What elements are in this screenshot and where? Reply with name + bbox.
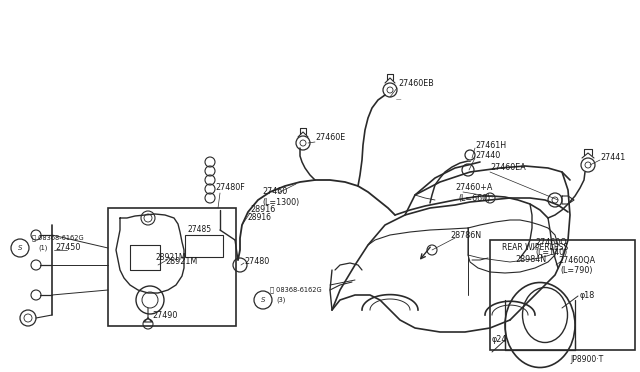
Text: (L=790): (L=790)	[560, 266, 593, 275]
Text: (L=1300): (L=1300)	[262, 198, 300, 206]
Text: 28921M: 28921M	[165, 257, 197, 266]
Text: 28921M: 28921M	[155, 253, 186, 263]
Text: 28916: 28916	[250, 205, 275, 215]
Text: (L=140): (L=140)	[535, 247, 567, 257]
Text: 27480F: 27480F	[215, 183, 244, 192]
Text: 27461H: 27461H	[475, 141, 506, 150]
Text: ⓢ 08368-6162G: ⓢ 08368-6162G	[270, 287, 322, 293]
Text: 27480: 27480	[244, 257, 269, 266]
Text: 27450: 27450	[55, 244, 81, 253]
Text: 27460Q: 27460Q	[535, 237, 566, 247]
Text: φ24: φ24	[492, 336, 508, 344]
Circle shape	[11, 239, 29, 257]
Text: 27460QA: 27460QA	[558, 256, 595, 264]
Text: (1): (1)	[38, 245, 47, 251]
Text: REAR WIPERLESS: REAR WIPERLESS	[502, 244, 568, 253]
Bar	[490, 240, 635, 350]
Text: 28984N: 28984N	[515, 256, 546, 264]
Bar	[185, 235, 223, 257]
Text: 27485: 27485	[188, 225, 212, 234]
Text: S: S	[18, 245, 22, 251]
Text: S: S	[260, 297, 265, 303]
Text: 28786N: 28786N	[450, 231, 481, 240]
Text: (3): (3)	[276, 297, 285, 303]
Text: ⓢ 08368-6162G: ⓢ 08368-6162G	[32, 235, 84, 241]
Text: 27460: 27460	[262, 187, 287, 196]
Text: 27490: 27490	[152, 311, 177, 321]
Text: 27441: 27441	[600, 154, 625, 163]
Text: φ18: φ18	[580, 291, 595, 299]
Text: 27460EB: 27460EB	[398, 78, 434, 87]
Text: JP8900·T: JP8900·T	[570, 356, 604, 365]
Text: 27440: 27440	[475, 151, 500, 160]
Text: 27460+A: 27460+A	[455, 183, 492, 192]
Circle shape	[254, 291, 272, 309]
Text: 27460EA: 27460EA	[490, 164, 525, 173]
Bar	[108, 208, 236, 326]
Text: (L=660): (L=660)	[458, 193, 490, 202]
Text: 27460E: 27460E	[315, 134, 345, 142]
Text: 28916: 28916	[248, 214, 272, 222]
Text: —: —	[396, 97, 401, 103]
